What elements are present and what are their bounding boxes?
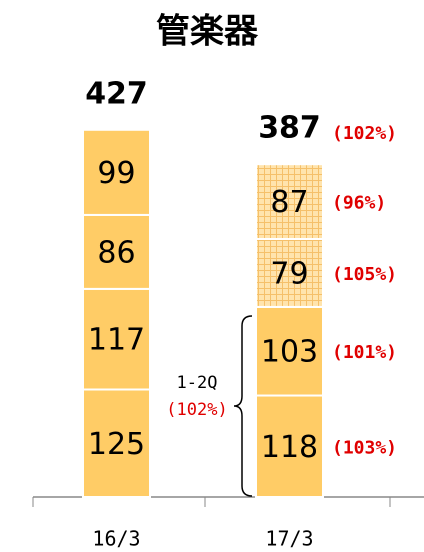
- bar-segment: [82, 388, 151, 498]
- chart-title: 管楽器: [156, 12, 259, 52]
- bar-segment: [255, 238, 324, 308]
- value-label: 86: [97, 235, 135, 270]
- bar-segment: [255, 305, 324, 397]
- total-label: 427: [85, 76, 148, 111]
- value-label: 99: [97, 156, 135, 191]
- bar-segment: [82, 287, 151, 391]
- annotation-change: (102%): [166, 400, 227, 420]
- x-tick-label: 16/3: [92, 527, 140, 551]
- bar-segment: [255, 394, 324, 498]
- brace: [233, 315, 253, 497]
- annotation: 1-2Q: [177, 373, 218, 393]
- value-label: 79: [270, 256, 308, 291]
- value-label: 103: [261, 335, 318, 370]
- value-label: 125: [88, 427, 145, 462]
- value-label: 117: [88, 323, 145, 358]
- x-tick-label: 17/3: [265, 527, 313, 551]
- change-label: (105%): [332, 264, 397, 285]
- value-label: 87: [270, 185, 308, 220]
- bar-segment: [255, 163, 324, 240]
- total-label: 387: [258, 111, 321, 146]
- bar-segment: [82, 128, 151, 216]
- change-label: (103%): [332, 437, 397, 458]
- total-change-label: (102%): [332, 123, 397, 144]
- change-label: (101%): [332, 342, 397, 363]
- value-label: 118: [261, 430, 318, 465]
- change-label: (96%): [332, 193, 386, 214]
